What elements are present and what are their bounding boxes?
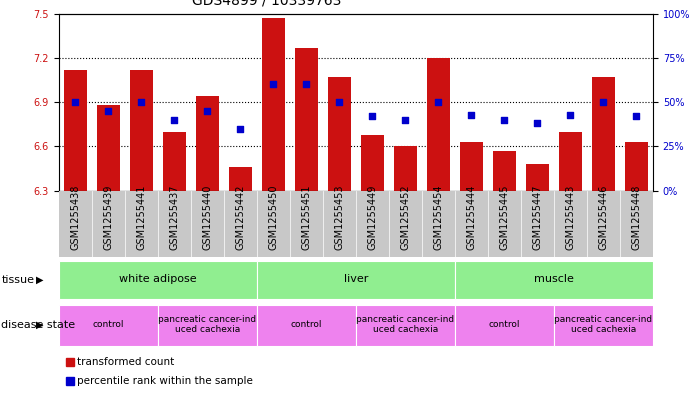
Text: ▶: ▶	[36, 320, 44, 330]
Bar	[295, 48, 318, 191]
Bar	[130, 70, 153, 191]
Text: percentile rank within the sample: percentile rank within the sample	[77, 376, 254, 386]
Bar	[162, 132, 186, 191]
Bar	[460, 142, 483, 191]
Point	[103, 108, 114, 114]
Bar	[625, 142, 648, 191]
Bar	[356, 305, 455, 345]
Bar	[257, 261, 455, 299]
Point	[135, 99, 146, 105]
Text: GDS4899 / 10339763: GDS4899 / 10339763	[192, 0, 341, 8]
Bar	[328, 77, 351, 191]
Text: disease state: disease state	[1, 320, 75, 330]
Bar	[526, 164, 549, 191]
Text: pancreatic cancer-ind
uced cachexia: pancreatic cancer-ind uced cachexia	[554, 315, 652, 334]
Point	[268, 81, 279, 88]
Bar	[559, 132, 582, 191]
Text: tissue: tissue	[1, 275, 35, 285]
Point	[70, 99, 81, 105]
Bar	[427, 58, 450, 191]
Point	[400, 117, 411, 123]
Bar	[455, 305, 554, 345]
Point	[433, 99, 444, 105]
Text: control: control	[489, 320, 520, 329]
Bar	[257, 305, 356, 345]
Bar	[592, 77, 615, 191]
Text: pancreatic cancer-ind
uced cachexia: pancreatic cancer-ind uced cachexia	[158, 315, 256, 334]
Bar	[97, 105, 120, 191]
Bar	[554, 305, 653, 345]
Text: pancreatic cancer-ind
uced cachexia: pancreatic cancer-ind uced cachexia	[357, 315, 455, 334]
Text: control: control	[291, 320, 322, 329]
Text: transformed count: transformed count	[77, 357, 175, 367]
Text: liver: liver	[343, 274, 368, 284]
Bar	[158, 305, 257, 345]
Text: muscle: muscle	[534, 274, 574, 284]
Point	[334, 99, 345, 105]
Bar	[394, 147, 417, 191]
Point	[631, 113, 642, 119]
Bar	[262, 18, 285, 191]
Point	[202, 108, 213, 114]
Bar	[229, 167, 252, 191]
Point	[565, 112, 576, 118]
Point	[367, 113, 378, 119]
Point	[598, 99, 609, 105]
Point	[169, 117, 180, 123]
Point	[301, 81, 312, 88]
Text: white adipose: white adipose	[119, 274, 197, 284]
Bar	[59, 261, 257, 299]
Bar	[455, 261, 653, 299]
Bar	[196, 96, 219, 191]
Bar	[493, 151, 516, 191]
Bar	[64, 70, 87, 191]
Bar	[361, 135, 384, 191]
Point	[499, 117, 510, 123]
Bar	[59, 305, 158, 345]
Point	[532, 120, 543, 127]
Point	[235, 126, 246, 132]
Text: control: control	[93, 320, 124, 329]
Text: ▶: ▶	[36, 275, 44, 285]
Point	[466, 112, 477, 118]
